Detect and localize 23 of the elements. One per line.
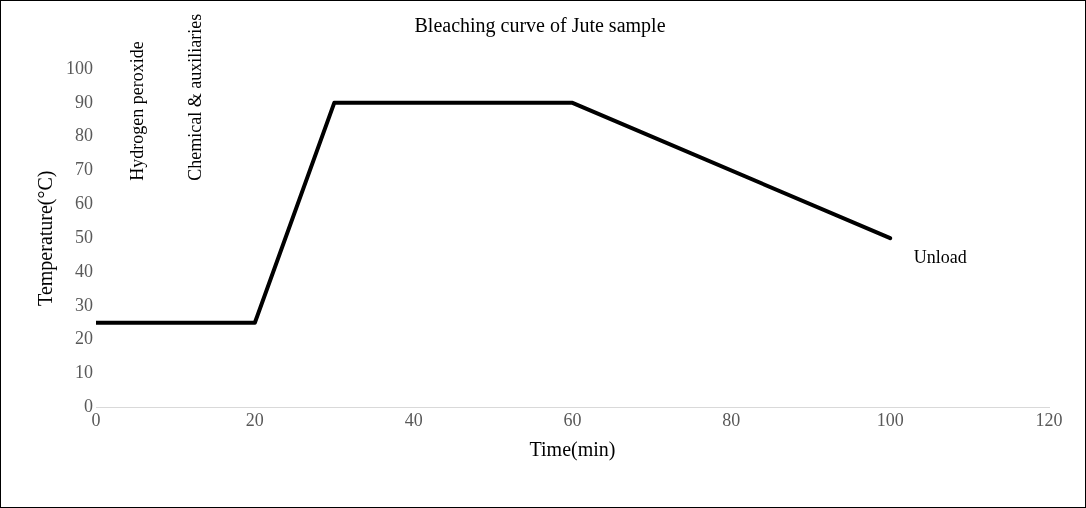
y-tick-label: 40 — [75, 260, 93, 281]
y-tick-label: 10 — [75, 362, 93, 383]
chart-title: Bleaching curve of Jute sample — [414, 14, 666, 38]
y-tick-label: 80 — [75, 125, 93, 146]
x-tick-label: 80 — [722, 409, 741, 430]
y-tick-label: 30 — [75, 294, 93, 315]
annotation: Unload — [913, 247, 967, 268]
x-tick-label: 60 — [563, 409, 582, 430]
x-tick-label: 100 — [876, 409, 904, 430]
x-tick-label: 20 — [245, 409, 264, 430]
y-tick-label: 50 — [75, 226, 93, 247]
y-axis-title: Temperature(°C) — [34, 170, 58, 306]
y-tick-label: 60 — [75, 193, 93, 214]
x-tick-label: 120 — [1035, 409, 1063, 430]
y-tick-label: 90 — [75, 91, 93, 112]
annotation: Hydrogen peroxide — [126, 41, 147, 181]
y-tick-label: 20 — [75, 328, 93, 349]
annotation: Chemical & auxiliaries — [184, 13, 205, 181]
x-tick-label: 40 — [404, 409, 423, 430]
y-tick-label: 0 — [84, 396, 93, 417]
y-tick-label: 100 — [66, 57, 93, 78]
x-axis-title: Time(min) — [529, 438, 616, 462]
y-tick-label: 70 — [75, 159, 93, 180]
